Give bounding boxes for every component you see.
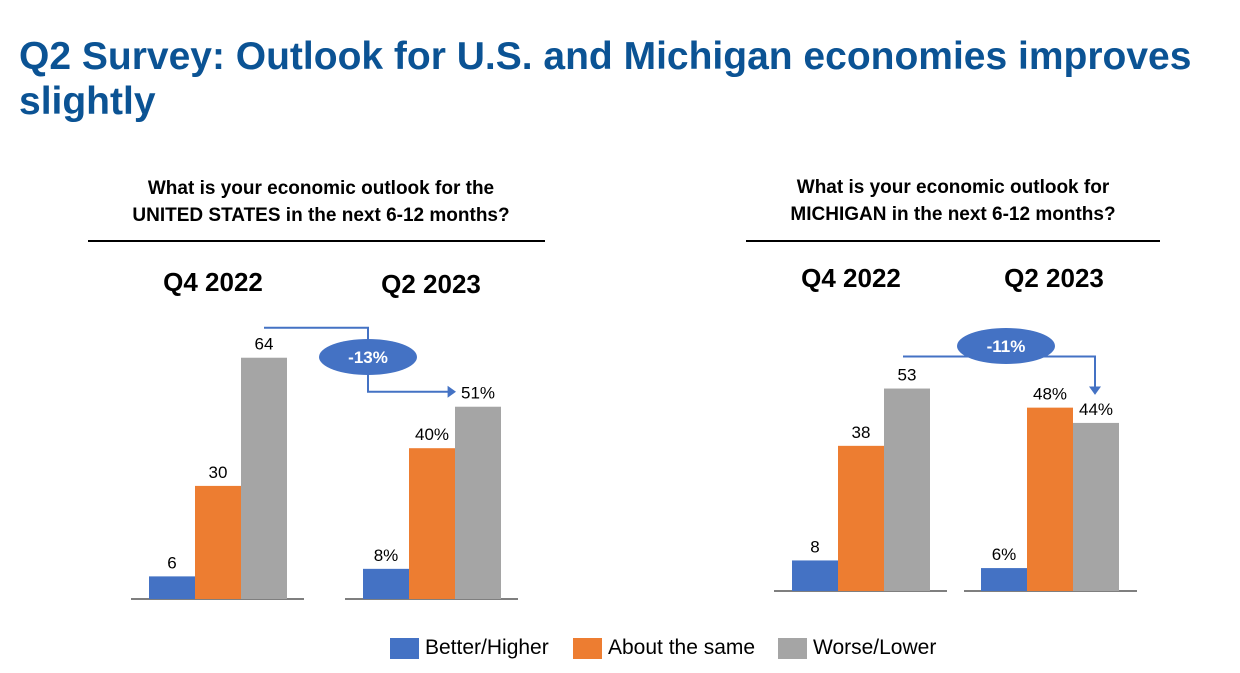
mi-label-worse-0: 53 bbox=[898, 366, 917, 385]
mi-question: What is your economic outlook for MICHIG… bbox=[727, 174, 1179, 228]
us-label-better-1: 8% bbox=[374, 546, 399, 565]
mi-period-q4-2022: Q4 2022 bbox=[801, 263, 901, 293]
mi-period-q2-2023: Q2 2023 bbox=[1004, 263, 1104, 293]
us-label-better-0: 6 bbox=[167, 553, 176, 572]
legend: Better/Higher About the same Worse/Lower bbox=[0, 633, 1240, 663]
us-question: What is your economic outlook for the UN… bbox=[88, 175, 554, 229]
page-title: Q2 Survey: Outlook for U.S. and Michigan… bbox=[19, 35, 1192, 123]
mi-callout-label: -11% bbox=[987, 337, 1026, 356]
mi-question-line2: MICHIGAN in the next 6-12 months? bbox=[790, 204, 1116, 225]
us-label-worse-0: 64 bbox=[255, 335, 274, 354]
us-question-line1: What is your economic outlook for the bbox=[147, 178, 495, 199]
us-period-q2-2023: Q2 2023 bbox=[381, 269, 481, 299]
mi-label-worse-1: 44% bbox=[1079, 400, 1113, 419]
mi-callout-oval bbox=[957, 328, 1055, 364]
legend-swatch-worse bbox=[778, 637, 807, 659]
legend-label-better: Better/Higher bbox=[425, 636, 549, 659]
mi-label-better-0: 8 bbox=[810, 537, 819, 556]
us-bar-better-1 bbox=[363, 568, 409, 599]
mi-bar-worse-1 bbox=[1073, 422, 1119, 591]
mi-question-line1: What is your economic outlook for bbox=[796, 177, 1110, 198]
mi-bar-worse-0 bbox=[884, 388, 930, 591]
us-label-same-0: 30 bbox=[209, 463, 228, 482]
mi-bar-better-1 bbox=[981, 568, 1027, 591]
legend-item-worse: Worse/Lower bbox=[778, 633, 936, 663]
legend-item-better: Better/Higher bbox=[390, 633, 549, 663]
mi-bar-same-0 bbox=[838, 445, 884, 591]
us-callout-oval bbox=[319, 339, 417, 375]
us-bar-better-0 bbox=[149, 576, 195, 599]
mi-label-same-1: 48% bbox=[1033, 385, 1067, 404]
us-label-worse-1: 51% bbox=[461, 384, 495, 403]
mi-bar-better-0 bbox=[792, 560, 838, 591]
us-bar-same-0 bbox=[195, 485, 241, 599]
us-bar-worse-1 bbox=[455, 406, 501, 599]
us-period-q4-2022: Q4 2022 bbox=[163, 267, 263, 297]
mi-bar-same-1 bbox=[1027, 407, 1073, 591]
mi-label-same-0: 38 bbox=[852, 423, 871, 442]
us-question-line2: UNITED STATES in the next 6-12 months? bbox=[132, 205, 510, 226]
us-bar-same-1 bbox=[409, 448, 455, 599]
us-label-same-1: 40% bbox=[415, 425, 449, 444]
mi-question-divider bbox=[746, 240, 1160, 242]
legend-swatch-same bbox=[573, 637, 602, 659]
mi-callout-arrowhead bbox=[1089, 386, 1101, 395]
legend-item-same: About the same bbox=[573, 633, 755, 663]
legend-label-same: About the same bbox=[608, 636, 756, 659]
us-callout-arrowhead bbox=[447, 385, 456, 398]
us-question-divider bbox=[88, 240, 545, 242]
us-callout-label: -13% bbox=[348, 348, 388, 367]
us-bar-worse-0 bbox=[241, 357, 287, 599]
legend-label-worse: Worse/Lower bbox=[813, 636, 937, 659]
mi-label-better-1: 6% bbox=[992, 545, 1017, 564]
legend-swatch-better bbox=[390, 637, 419, 659]
